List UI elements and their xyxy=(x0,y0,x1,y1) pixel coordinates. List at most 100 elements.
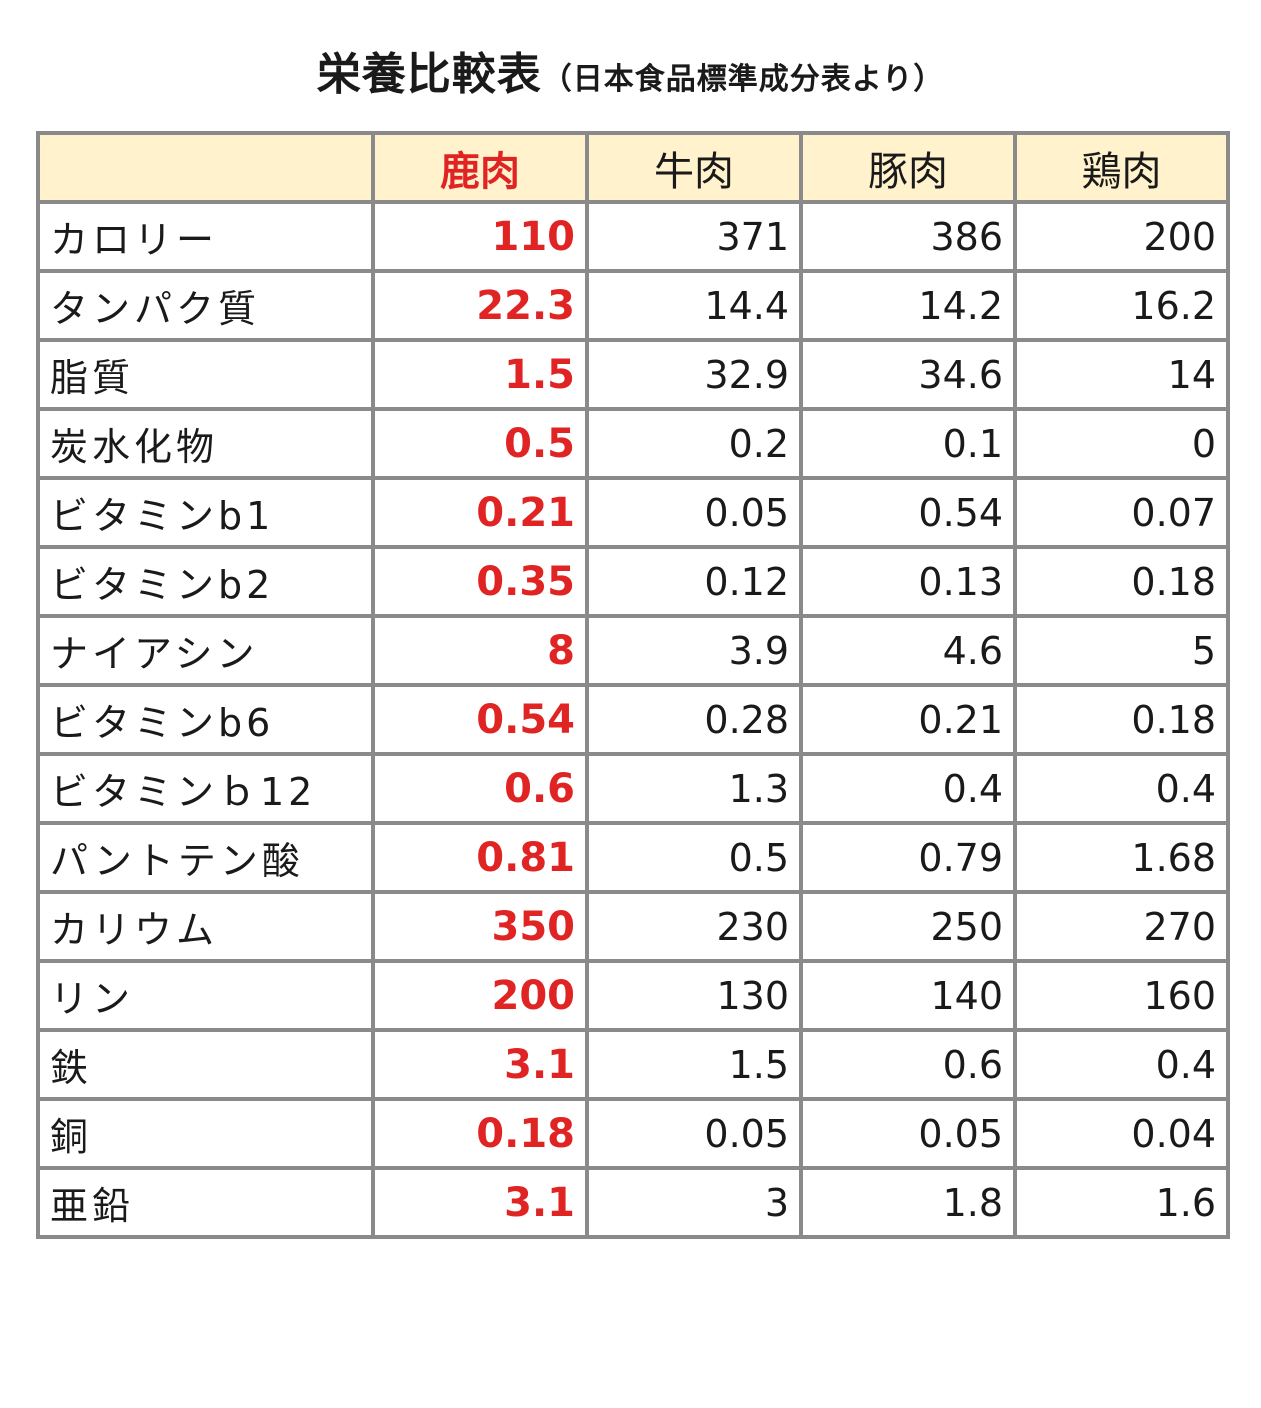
venison-value: 0.54 xyxy=(371,683,589,756)
table-header-row: 鹿肉 牛肉 豚肉 鶏肉 xyxy=(36,131,1230,204)
chicken-value: 1.68 xyxy=(1013,821,1230,894)
venison-value: 0.81 xyxy=(371,821,589,894)
title-main: 栄養比較表 xyxy=(316,49,542,100)
venison-value: 0.35 xyxy=(371,545,589,618)
header-venison: 鹿肉 xyxy=(371,131,589,204)
pork-value: 0.05 xyxy=(799,1097,1017,1170)
table-row: ビタミンｂ12 0.6 1.3 0.4 0.4 xyxy=(36,752,1230,825)
pork-value: 0.13 xyxy=(799,545,1017,618)
pork-value: 250 xyxy=(799,890,1017,963)
pork-value: 0.1 xyxy=(799,407,1017,480)
chicken-value: 0.18 xyxy=(1013,545,1230,618)
chicken-value: 200 xyxy=(1013,200,1230,273)
nutrient-label: ビタミンb6 xyxy=(36,683,375,756)
table-row: カリウム 350 230 250 270 xyxy=(36,890,1230,963)
beef-value: 3.9 xyxy=(585,614,803,687)
pork-value: 14.2 xyxy=(799,269,1017,342)
pork-value: 0.79 xyxy=(799,821,1017,894)
chicken-value: 14 xyxy=(1013,338,1230,411)
venison-value: 0.5 xyxy=(371,407,589,480)
table-row: タンパク質 22.3 14.4 14.2 16.2 xyxy=(36,269,1230,342)
venison-value: 3.1 xyxy=(371,1028,589,1101)
nutrient-label: 鉄 xyxy=(36,1028,375,1101)
table-row: ビタミンb6 0.54 0.28 0.21 0.18 xyxy=(36,683,1230,756)
table-row: 炭水化物 0.5 0.2 0.1 0 xyxy=(36,407,1230,480)
nutrient-label: タンパク質 xyxy=(36,269,375,342)
venison-value: 0.21 xyxy=(371,476,589,549)
chicken-value: 0 xyxy=(1013,407,1230,480)
table-row: カロリー 110 371 386 200 xyxy=(36,200,1230,273)
title-source-note: （日本食品標準成分表より） xyxy=(541,62,945,97)
page-title: 栄養比較表（日本食品標準成分表より） xyxy=(0,38,1261,102)
nutrient-label: パントテン酸 xyxy=(36,821,375,894)
beef-value: 130 xyxy=(585,959,803,1032)
venison-value: 1.5 xyxy=(371,338,589,411)
pork-value: 0.54 xyxy=(799,476,1017,549)
nutrient-label: 銅 xyxy=(36,1097,375,1170)
venison-value: 3.1 xyxy=(371,1166,589,1239)
nutrient-label: ビタミンｂ12 xyxy=(36,752,375,825)
pork-value: 4.6 xyxy=(799,614,1017,687)
chicken-value: 1.6 xyxy=(1013,1166,1230,1239)
nutrient-label: 炭水化物 xyxy=(36,407,375,480)
pork-value: 0.4 xyxy=(799,752,1017,825)
header-corner-cell xyxy=(36,131,375,204)
table-row: パントテン酸 0.81 0.5 0.79 1.68 xyxy=(36,821,1230,894)
nutrient-label: 亜鉛 xyxy=(36,1166,375,1239)
pork-value: 1.8 xyxy=(799,1166,1017,1239)
table-row: ナイアシン 8 3.9 4.6 5 xyxy=(36,614,1230,687)
beef-value: 1.3 xyxy=(585,752,803,825)
chicken-value: 16.2 xyxy=(1013,269,1230,342)
chicken-value: 160 xyxy=(1013,959,1230,1032)
chicken-value: 0.04 xyxy=(1013,1097,1230,1170)
pork-value: 0.21 xyxy=(799,683,1017,756)
nutrient-label: ビタミンb2 xyxy=(36,545,375,618)
venison-value: 200 xyxy=(371,959,589,1032)
chicken-value: 270 xyxy=(1013,890,1230,963)
table-row: 鉄 3.1 1.5 0.6 0.4 xyxy=(36,1028,1230,1101)
nutrient-label: ナイアシン xyxy=(36,614,375,687)
beef-value: 0.05 xyxy=(585,1097,803,1170)
chicken-value: 0.4 xyxy=(1013,1028,1230,1101)
table-row: 亜鉛 3.1 3 1.8 1.6 xyxy=(36,1166,1230,1239)
venison-value: 8 xyxy=(371,614,589,687)
beef-value: 1.5 xyxy=(585,1028,803,1101)
beef-value: 32.9 xyxy=(585,338,803,411)
nutrient-label: カロリー xyxy=(36,200,375,273)
chicken-value: 0.18 xyxy=(1013,683,1230,756)
header-pork: 豚肉 xyxy=(799,131,1017,204)
beef-value: 0.2 xyxy=(585,407,803,480)
venison-value: 110 xyxy=(371,200,589,273)
table-body: カロリー 110 371 386 200 タンパク質 22.3 14.4 14.2 16.2 脂質 1… xyxy=(36,200,1230,1239)
beef-value: 0.28 xyxy=(585,683,803,756)
nutrient-label: カリウム xyxy=(36,890,375,963)
header-chicken: 鶏肉 xyxy=(1013,131,1230,204)
beef-value: 14.4 xyxy=(585,269,803,342)
pork-value: 140 xyxy=(799,959,1017,1032)
beef-value: 0.05 xyxy=(585,476,803,549)
venison-value: 0.6 xyxy=(371,752,589,825)
table-row: 銅 0.18 0.05 0.05 0.04 xyxy=(36,1097,1230,1170)
table-row: ビタミンb1 0.21 0.05 0.54 0.07 xyxy=(36,476,1230,549)
chicken-value: 0.4 xyxy=(1013,752,1230,825)
beef-value: 0.5 xyxy=(585,821,803,894)
pork-value: 0.6 xyxy=(799,1028,1017,1101)
header-beef: 牛肉 xyxy=(585,131,803,204)
chicken-value: 5 xyxy=(1013,614,1230,687)
nutrient-label: リン xyxy=(36,959,375,1032)
nutrient-label: ビタミンb1 xyxy=(36,476,375,549)
pork-value: 386 xyxy=(799,200,1017,273)
chicken-value: 0.07 xyxy=(1013,476,1230,549)
venison-value: 350 xyxy=(371,890,589,963)
pork-value: 34.6 xyxy=(799,338,1017,411)
table-row: リン 200 130 140 160 xyxy=(36,959,1230,1032)
beef-value: 371 xyxy=(585,200,803,273)
beef-value: 3 xyxy=(585,1166,803,1239)
table-row: 脂質 1.5 32.9 34.6 14 xyxy=(36,338,1230,411)
beef-value: 230 xyxy=(585,890,803,963)
nutrition-comparison-table: 鹿肉 牛肉 豚肉 鶏肉 カロリー 110 371 386 200 タンパク質 22.3 14.… xyxy=(36,131,1230,1239)
venison-value: 0.18 xyxy=(371,1097,589,1170)
beef-value: 0.12 xyxy=(585,545,803,618)
table-row: ビタミンb2 0.35 0.12 0.13 0.18 xyxy=(36,545,1230,618)
venison-value: 22.3 xyxy=(371,269,589,342)
